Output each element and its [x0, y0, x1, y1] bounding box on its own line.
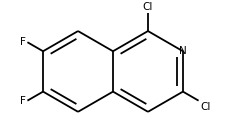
Text: F: F [20, 96, 26, 106]
Text: N: N [178, 46, 186, 56]
Text: F: F [20, 37, 26, 47]
Text: Cl: Cl [199, 102, 210, 112]
Text: Cl: Cl [142, 2, 153, 12]
